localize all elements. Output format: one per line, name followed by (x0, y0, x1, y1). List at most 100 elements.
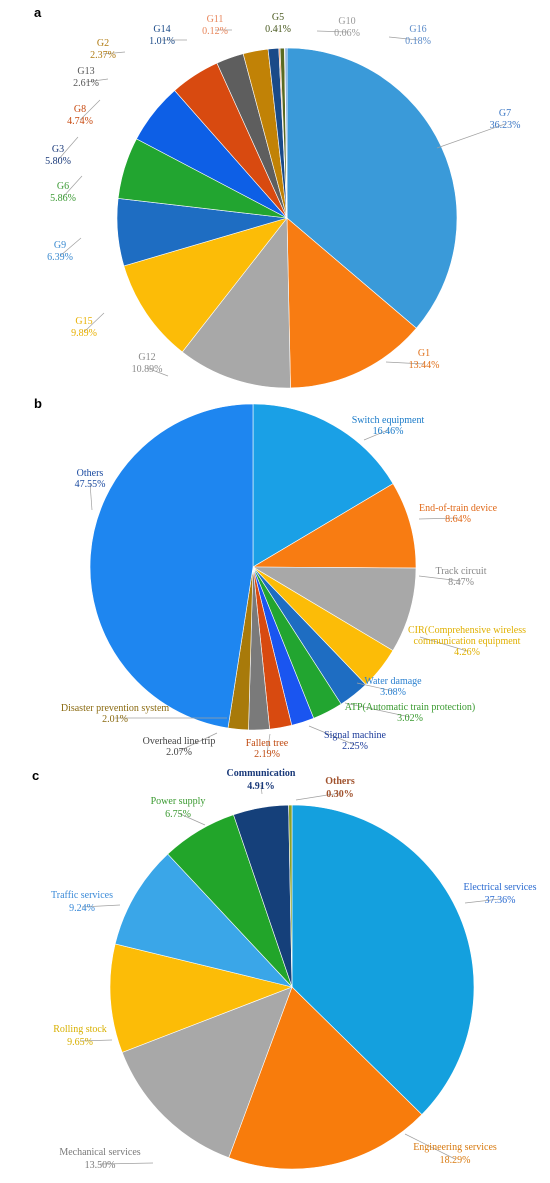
panel-letter-a: a (34, 5, 42, 20)
slice-value-g11: 0.12% (202, 26, 228, 37)
leader-line (99, 1162, 154, 1165)
leader-line (85, 78, 109, 83)
leader-line (363, 429, 389, 441)
pie-slice-g16 (284, 47, 288, 219)
pie-slice-track-circuit (251, 566, 417, 652)
slice-value-communication: 4.91% (247, 781, 275, 792)
pie-slice-others (89, 403, 254, 729)
slice-label-g7: G7 (499, 108, 511, 119)
slice-label-engineering-services: Engineering services (413, 1142, 497, 1153)
pie-chart-c: Electrical services 37.36% Engineering ser… (51, 768, 537, 1171)
pie-slice-traffic-services (114, 853, 293, 988)
slice-label-g11: G11 (207, 14, 224, 25)
pie-slice-g1 (286, 217, 417, 389)
slice-value-atp-automatic-train-protection: 3.02% (397, 713, 423, 724)
slice-value-others: 47.55% (75, 479, 106, 490)
leader-line (83, 312, 105, 333)
leader-line (260, 784, 263, 795)
slice-value-g6: 5.86% (50, 193, 76, 204)
slice-value-g5: 0.41% (265, 24, 291, 35)
slice-value-g10: 0.06% (334, 28, 360, 39)
slice-value-power-supply: 6.75% (165, 809, 191, 820)
slice-value-g1: 13.44% (409, 360, 440, 371)
slice-value-g13: 2.61% (73, 78, 99, 89)
slice-label-g5: G5 (272, 12, 284, 23)
slice-label-others: Others (325, 776, 355, 787)
slice-label-g3: G3 (52, 144, 64, 155)
leader-line (177, 812, 206, 826)
slice-value-water-damage: 3.08% (380, 687, 406, 698)
slice-value-g2: 2.37% (90, 50, 116, 61)
slice-value-track-circuit: 8.47% (448, 577, 474, 588)
leader-line (436, 123, 506, 149)
slice-label-traffic-services: Traffic services (51, 890, 113, 901)
leader-line (89, 482, 93, 511)
slice-label-electrical-services: Electrical services (463, 882, 536, 893)
slice-label-g15: G15 (75, 316, 92, 327)
pie-slice-mechanical-services (121, 986, 293, 1159)
leader-line (178, 732, 218, 752)
slice-label-communication: Communication (227, 768, 296, 779)
slice-label-g1: G1 (418, 348, 430, 359)
leader-line (385, 361, 425, 365)
slice-value-traffic-services: 9.24% (69, 903, 95, 914)
slice-label-cir-comprehensive-wireless: CIR(Comprehensive wireless (408, 625, 526, 636)
slice-label-end-of-train-device: End-of-train device (419, 503, 498, 514)
slice-value-g12: 10.89% (132, 364, 163, 375)
slice-value-others: 0.30% (326, 789, 354, 800)
slice-value-disaster-prevention-system: 2.01% (102, 714, 128, 725)
leader-line (79, 1039, 113, 1042)
slice-label-g12: G12 (138, 352, 155, 363)
slice-value-end-of-train-device: 8.64% (445, 514, 471, 525)
slice-label-track-circuit: Track circuit (435, 566, 486, 577)
panel-letter-b: b (34, 396, 42, 411)
slice-label-g6: G6 (57, 181, 69, 192)
slice-label-water-damage: Water damage (364, 676, 422, 687)
slice-value-g8: 4.74% (67, 116, 93, 127)
slice-label-others: Others (77, 468, 104, 479)
leader-line (81, 904, 121, 908)
slice-value-g3: 5.80% (45, 156, 71, 167)
pie-slice-engineering-services (228, 986, 423, 1170)
leader-line (419, 636, 468, 652)
slice-value-g15: 9.89% (71, 328, 97, 339)
slice-label-g14: G14 (153, 24, 170, 35)
leader-line (295, 792, 341, 801)
leader-line (102, 51, 126, 55)
slice-value-engineering-services: 18.29% (440, 1155, 471, 1166)
slice-value-fallen-tree: 2.19% (254, 749, 280, 760)
slice-value-switch-equipment: 16.46% (373, 426, 404, 437)
slice-label-g16: G16 (409, 24, 426, 35)
slice-value-overhead-line-trip: 2.07% (166, 747, 192, 758)
slice-label-cir-comprehensive-wireless: communication equipment (414, 636, 521, 647)
pie-slice-g12 (181, 217, 291, 389)
leader-line (404, 1133, 456, 1160)
leader-line (146, 367, 169, 377)
slice-value-signal-machine: 2.25% (342, 741, 368, 752)
leader-line (276, 27, 279, 31)
leader-line (418, 575, 462, 582)
slice-label-fallen-tree: Fallen tree (246, 738, 289, 749)
slice-value-g14: 1.01% (149, 36, 175, 47)
slice-label-g8: G8 (74, 104, 86, 115)
slice-value-cir-comprehensive-wireless: 4.26% (454, 647, 480, 658)
slice-label-mechanical-services: Mechanical services (59, 1147, 140, 1158)
slice-label-overhead-line-trip: Overhead line trip (143, 736, 216, 747)
slice-label-signal-machine: Signal machine (324, 730, 386, 741)
leader-line (388, 36, 419, 41)
pie-slice-rolling-stock (109, 943, 294, 1053)
slice-value-mechanical-services: 13.50% (85, 1160, 116, 1171)
pie-slice-end-of-train-device (251, 483, 417, 569)
pie-slice-g15 (123, 217, 288, 353)
pie-slice-others (288, 804, 293, 988)
leader-line (308, 725, 356, 746)
slice-value-g7: 36.23% (490, 120, 521, 131)
pie-slice-electrical-services (291, 804, 475, 1115)
slice-value-g9: 6.39% (47, 252, 73, 263)
slice-label-power-supply: Power supply (151, 796, 206, 807)
slice-label-g10: G10 (338, 16, 355, 27)
slice-label-g9: G9 (54, 240, 66, 251)
